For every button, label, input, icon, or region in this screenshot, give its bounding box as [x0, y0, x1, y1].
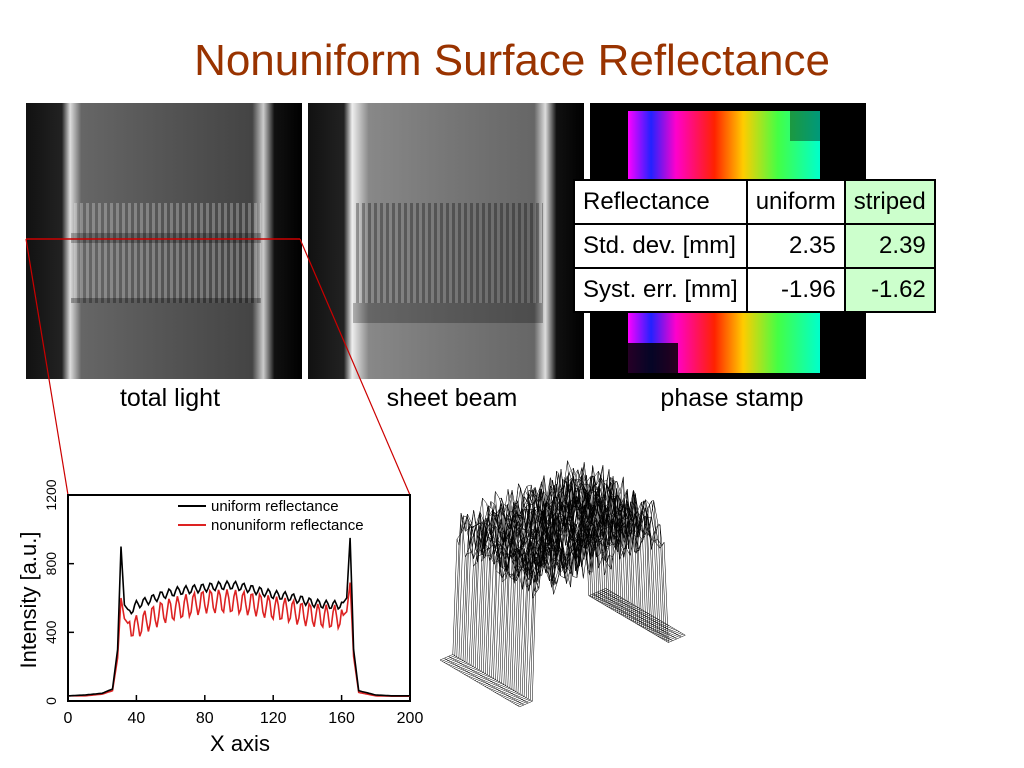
series-line-uniform: [68, 537, 410, 697]
table-row: Syst. err. [mm] -1.96 -1.62: [573, 267, 936, 313]
chart-legend: uniform reflectance nonuniform reflectan…: [178, 498, 364, 534]
x-tick-label: 80: [196, 710, 214, 727]
surface-mesh-plot: [439, 459, 686, 708]
intensity-chart: 0 400 800 1200 0 40 80 120 160 200 X axis Intens…: [16, 479, 424, 756]
y-tick-label: 400: [43, 620, 59, 644]
x-tick-label: 200: [397, 710, 424, 727]
table-header-cell: uniform: [745, 179, 846, 225]
table-header-cell: Reflectance: [573, 179, 748, 225]
table-cell: -1.62: [843, 267, 936, 313]
x-tick-label: 160: [328, 710, 355, 727]
sheet-beam-image: [308, 103, 584, 379]
caption-total-light: total light: [119, 384, 221, 412]
connector-line-right: [299, 238, 411, 496]
table-cell: Std. dev. [mm]: [573, 223, 748, 269]
surface-mesh: [439, 459, 686, 708]
table-row: Std. dev. [mm] 2.35 2.39: [573, 223, 936, 269]
table-header-cell: striped: [843, 179, 936, 225]
table-cell: -1.96: [745, 267, 846, 313]
legend-label-nonuniform: nonuniform reflectance: [211, 517, 364, 534]
y-tick-label: 800: [43, 552, 59, 576]
x-tick-label: 120: [260, 710, 287, 727]
total-light-image: [26, 103, 302, 379]
y-tick-label: 1200: [43, 479, 59, 510]
chart-plot-area: [67, 494, 411, 702]
caption-phase-stamp: phase stamp: [660, 384, 804, 412]
reflectance-table: Reflectance uniform striped Std. dev. [m…: [573, 179, 936, 313]
x-tick-label: 40: [128, 710, 146, 727]
legend-label-uniform: uniform reflectance: [211, 498, 339, 515]
table-cell: 2.39: [843, 223, 936, 269]
x-tick-label: 0: [64, 710, 73, 727]
x-axis-label: X axis: [210, 731, 270, 756]
caption-sheet-beam: sheet beam: [386, 384, 518, 412]
y-tick-label: 0: [43, 697, 59, 705]
table-cell: Syst. err. [mm]: [573, 267, 748, 313]
slide-title: Nonuniform Surface Reflectance: [194, 36, 830, 85]
connector-line-left: [25, 238, 69, 496]
surface-wireframe: [439, 459, 686, 708]
table-cell: 2.35: [745, 223, 846, 269]
y-axis-label: Intensity [a.u.]: [16, 532, 41, 669]
table-header-row: Reflectance uniform striped: [573, 179, 936, 225]
